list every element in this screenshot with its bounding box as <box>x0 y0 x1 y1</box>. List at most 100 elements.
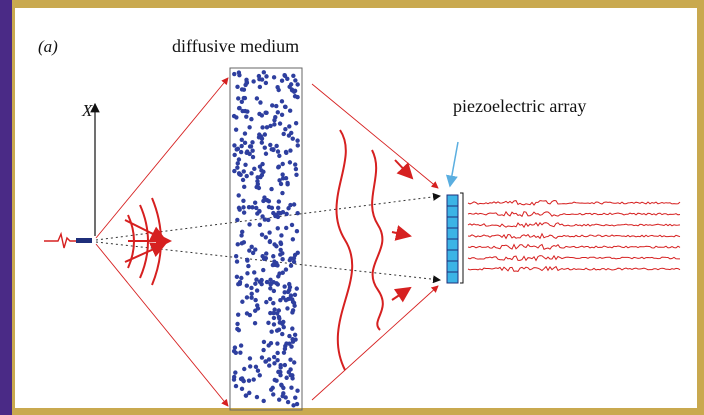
figure: (a) diffusive medium piezoelectric array… <box>0 0 704 415</box>
scatterer <box>285 306 289 310</box>
scatterer <box>242 169 246 173</box>
scatterer <box>271 211 275 215</box>
scatterer <box>247 152 251 156</box>
scatterer <box>240 100 244 104</box>
scatterer <box>282 284 286 288</box>
scatterer <box>245 109 249 113</box>
scatterer <box>280 394 284 398</box>
scatterer <box>291 136 295 140</box>
scatterer <box>243 96 247 100</box>
scatterer <box>276 149 280 153</box>
scatterer <box>264 152 268 156</box>
scatterer <box>251 79 255 83</box>
scatterer <box>275 351 279 355</box>
axis-label: X <box>81 101 93 120</box>
scatterer <box>239 343 243 347</box>
scatterer <box>237 157 241 161</box>
scatterer <box>250 292 254 296</box>
scatterer <box>281 162 285 166</box>
scatterer <box>288 160 292 164</box>
scatterer <box>251 155 255 159</box>
scatterer <box>248 364 252 368</box>
scatterer <box>241 178 245 182</box>
scatterer <box>243 131 247 135</box>
scatterer <box>279 383 283 387</box>
scatterer <box>276 226 280 230</box>
scatterer <box>296 251 300 255</box>
scatterer <box>243 141 247 145</box>
scatterer <box>295 229 299 233</box>
scatterer <box>278 373 282 377</box>
scatterer <box>291 308 295 312</box>
scatterer <box>294 173 298 177</box>
scatterer <box>235 322 239 326</box>
scatterer <box>247 378 251 382</box>
scatterer <box>287 124 291 128</box>
scatterer <box>252 270 256 274</box>
scatterer <box>268 124 272 128</box>
scatterer <box>268 143 272 147</box>
scatterer <box>286 297 290 301</box>
scatterer <box>245 271 249 275</box>
scatterer <box>232 143 236 147</box>
scatterer <box>237 171 241 175</box>
scatterer <box>282 350 286 354</box>
scatterer <box>268 297 272 301</box>
scatterer <box>293 94 297 98</box>
array-cell <box>447 206 458 217</box>
scatterer <box>273 115 277 119</box>
scatterer <box>292 90 296 94</box>
scatterer <box>236 242 240 246</box>
scatterer <box>295 138 299 142</box>
scatterer <box>247 248 251 252</box>
array-cell <box>447 228 458 239</box>
scatterer <box>287 85 291 89</box>
scatterer <box>268 286 272 290</box>
scatterer <box>237 73 241 77</box>
scatterer <box>284 212 288 216</box>
scatterer <box>271 254 275 258</box>
scatterer <box>277 178 281 182</box>
scatterer <box>280 172 284 176</box>
scatterer <box>280 257 284 261</box>
scatterer <box>284 226 288 230</box>
scatterer <box>240 387 244 391</box>
scatterer <box>287 341 291 345</box>
scatterer <box>272 75 276 79</box>
panel-label: (a) <box>38 37 58 56</box>
scatterer <box>287 288 291 292</box>
scatterer <box>263 146 267 150</box>
scatterer <box>234 384 238 388</box>
scatterer <box>286 400 290 404</box>
scatterer <box>278 252 282 256</box>
scatterer <box>243 163 247 167</box>
scatterer <box>285 182 289 186</box>
scatterer <box>258 85 262 89</box>
scatterer <box>277 154 281 158</box>
scatterer <box>264 300 268 304</box>
scatterer <box>283 127 287 131</box>
scatterer <box>267 357 271 361</box>
scatterer <box>269 147 273 151</box>
scatterer <box>242 88 246 92</box>
scatterer <box>266 321 270 325</box>
scatterer <box>284 150 288 154</box>
array-cell <box>447 239 458 250</box>
scatterer <box>255 175 259 179</box>
scatterer <box>273 378 277 382</box>
scatterer <box>291 74 295 78</box>
scatterer <box>257 74 261 78</box>
scatterer <box>235 275 239 279</box>
scatterer <box>293 162 297 166</box>
scatterer <box>295 389 299 393</box>
scatterer <box>294 121 298 125</box>
scatterer <box>266 343 270 347</box>
scatterer <box>255 96 259 100</box>
array-cell <box>447 261 458 272</box>
scatterer <box>255 303 259 307</box>
scatterer <box>280 78 284 82</box>
scatterer <box>235 218 239 222</box>
scatterer <box>272 355 276 359</box>
scatterer <box>280 99 284 103</box>
scatterer <box>275 341 279 345</box>
